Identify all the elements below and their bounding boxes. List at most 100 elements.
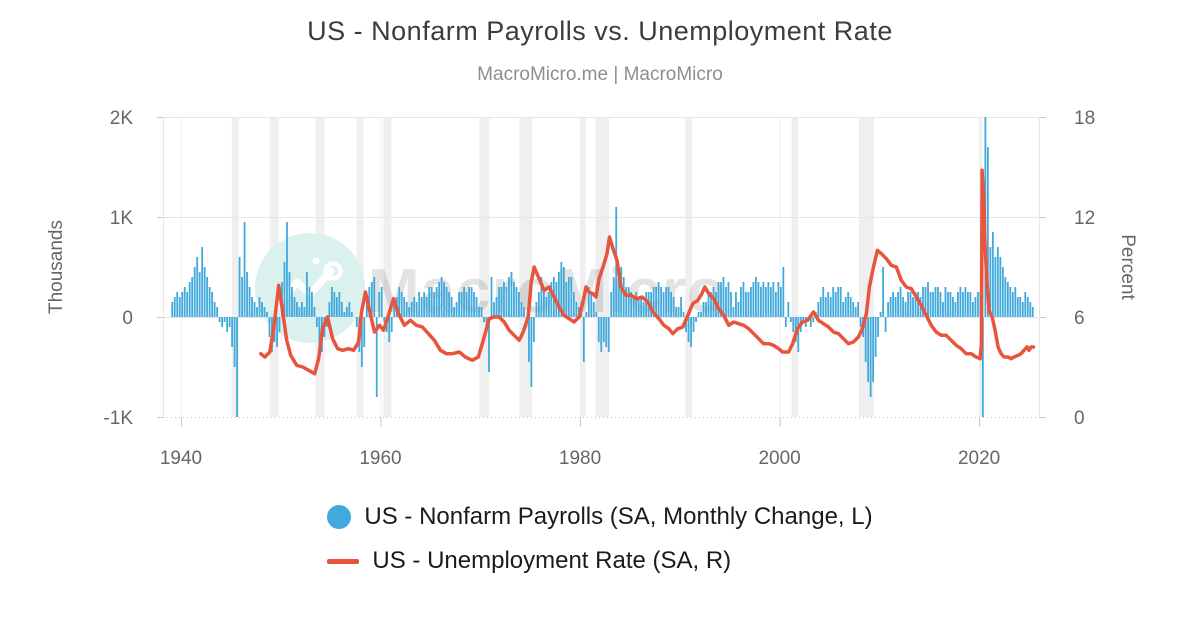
payrolls-bar <box>495 297 498 317</box>
payrolls-bar <box>1011 292 1014 317</box>
payrolls-bar <box>186 292 189 317</box>
recession-band <box>479 117 490 417</box>
payrolls-bar <box>764 287 767 317</box>
payrolls-bar <box>842 302 845 317</box>
payrolls-bar <box>540 277 543 317</box>
payrolls-bar <box>655 287 658 317</box>
payrolls-bar <box>697 312 700 317</box>
payrolls-bar <box>258 297 261 317</box>
payrolls-bar <box>233 317 236 367</box>
payrolls-bar <box>927 282 929 317</box>
payrolls-bar <box>642 302 645 317</box>
payrolls-bar <box>774 292 777 317</box>
payrolls-bar <box>350 312 353 317</box>
payrolls-bar <box>236 317 238 417</box>
payrolls-bar <box>692 317 695 332</box>
payrolls-bar <box>909 292 912 317</box>
payrolls-bar <box>892 292 894 317</box>
payrolls-bar <box>937 287 939 317</box>
payrolls-bar <box>999 257 1002 317</box>
payrolls-bar <box>557 272 560 317</box>
x-tick-label: 2000 <box>758 448 800 469</box>
payrolls-bar <box>251 297 253 317</box>
payrolls-bar <box>253 302 256 317</box>
payrolls-bar <box>216 307 219 317</box>
payrolls-bar <box>1029 302 1032 317</box>
recession-band <box>791 117 799 417</box>
legend-item-nonfarm-payrolls[interactable]: US - Nonfarm Payrolls (SA, Monthly Chang… <box>327 503 873 531</box>
payrolls-bar <box>530 317 533 387</box>
payrolls-bar <box>904 302 907 317</box>
payrolls-bar <box>493 302 495 317</box>
payrolls-bar <box>1019 297 1022 317</box>
payrolls-bar <box>849 297 852 317</box>
payrolls-series-marker-icon <box>327 505 352 529</box>
payrolls-bar <box>952 297 954 317</box>
axis-tick-labels: 2K 1K 0 -1K 18 12 6 0 1940 1960 1980 2000 2020 <box>103 108 1095 469</box>
payrolls-bar <box>817 302 820 317</box>
payrolls-bar <box>747 292 750 317</box>
payrolls-bar <box>675 307 677 317</box>
payrolls-bar <box>513 282 515 317</box>
payrolls-bar <box>428 287 431 317</box>
recession-band <box>858 117 874 417</box>
payrolls-bar <box>173 297 176 317</box>
payrolls-bar <box>505 287 508 317</box>
payrolls-bar <box>445 287 448 317</box>
payrolls-bar <box>929 292 932 317</box>
payrolls-bar <box>819 297 822 317</box>
payrolls-bar <box>994 257 997 317</box>
payrolls-bar <box>301 302 303 317</box>
payrolls-bar <box>809 317 812 327</box>
payrolls-bar <box>545 297 548 317</box>
payrolls-bar <box>859 317 862 327</box>
payrolls-bar <box>737 302 740 317</box>
payrolls-bar <box>759 287 762 317</box>
payrolls-bar <box>867 317 870 382</box>
payrolls-bar <box>962 292 964 317</box>
payrolls-bar <box>585 312 588 317</box>
payrolls-bar <box>228 317 231 327</box>
payrolls-bar <box>705 302 707 317</box>
payrolls-bar <box>779 287 782 317</box>
payrolls-bar <box>388 317 391 342</box>
payrolls-bar <box>430 287 433 317</box>
payrolls-bar <box>193 267 196 317</box>
payrolls-bar <box>203 267 206 317</box>
payrolls-bar <box>1026 297 1029 317</box>
payrolls-bar <box>268 317 271 337</box>
payrolls-bar <box>957 292 959 317</box>
payrolls-bar <box>425 297 428 317</box>
payrolls-bar <box>722 277 725 317</box>
payrolls-bar <box>752 282 755 317</box>
payrolls-bar <box>610 292 613 317</box>
payrolls-bar <box>617 272 620 317</box>
payrolls-bar <box>1004 277 1007 317</box>
payrolls-bar <box>390 317 393 332</box>
payrolls-bar <box>740 287 742 317</box>
payrolls-bar <box>218 317 221 322</box>
payrolls-bar <box>802 317 805 322</box>
payrolls-bar <box>398 287 401 317</box>
payrolls-bar <box>897 292 899 317</box>
y-right-tick-label: 6 <box>1074 308 1085 329</box>
payrolls-bar <box>667 287 670 317</box>
payrolls-bar <box>622 277 625 317</box>
payrolls-bar <box>415 302 418 317</box>
payrolls-bar <box>458 292 460 317</box>
payrolls-bar <box>727 282 730 317</box>
payrolls-bar <box>944 287 947 317</box>
payrolls-bar <box>547 292 550 317</box>
payrolls-bar <box>206 277 209 317</box>
payrolls-bar <box>755 277 757 317</box>
payrolls-bar <box>266 312 268 317</box>
payrolls-bar <box>296 302 298 317</box>
payrolls-bar <box>964 287 967 317</box>
payrolls-bar <box>450 297 453 317</box>
legend-item-unemployment-rate[interactable]: US - Unemployment Rate (SA, R) <box>327 547 731 575</box>
payrolls-bar <box>335 297 338 317</box>
payrolls-bar <box>894 297 897 317</box>
payrolls-bar <box>1001 267 1004 317</box>
payrolls-bar <box>378 292 381 317</box>
